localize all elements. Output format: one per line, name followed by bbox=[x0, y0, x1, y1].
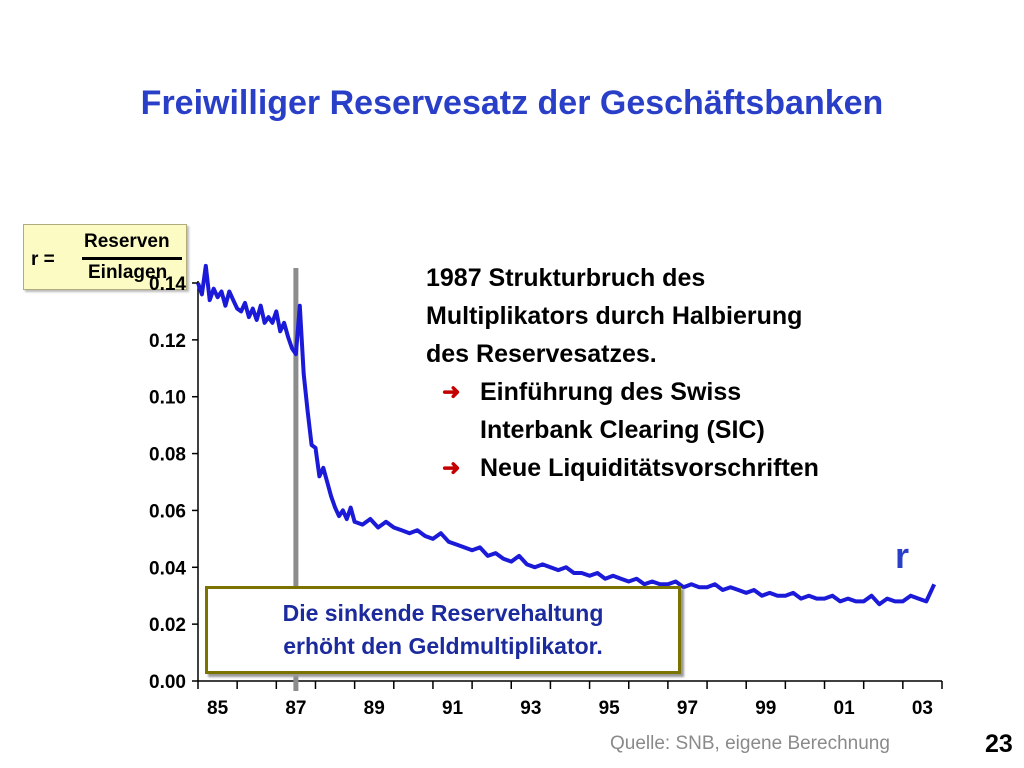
annotation-box: 1987 Strukturbruch des Multiplikators du… bbox=[414, 252, 944, 490]
y-tick-label: 0.02 bbox=[149, 615, 186, 636]
fraction-bar bbox=[82, 257, 182, 260]
bullet-2-line-1: Neue Liquiditätsvorschriften bbox=[480, 454, 819, 482]
arrow-bullet-icon: ➜ bbox=[442, 379, 461, 404]
formula-lhs: r = bbox=[31, 249, 55, 270]
x-tick-label: 85 bbox=[207, 698, 229, 719]
chart-axes bbox=[197, 281, 942, 682]
x-tick-label: 01 bbox=[834, 698, 856, 719]
y-tick-label: 0.08 bbox=[149, 445, 186, 466]
formula-denominator: Einlagen bbox=[88, 262, 168, 283]
bullet-1-line-2: Interbank Clearing (SIC) bbox=[480, 416, 765, 444]
x-tick-label: 03 bbox=[912, 698, 933, 719]
x-tick-label: 99 bbox=[755, 698, 776, 719]
y-tick-label: 0.00 bbox=[149, 672, 186, 693]
x-tick-label: 97 bbox=[677, 698, 698, 719]
series-r-line bbox=[196, 263, 937, 607]
source-note: Quelle: SNB, eigene Berechnung bbox=[610, 733, 890, 754]
x-tick-label: 95 bbox=[599, 698, 621, 719]
x-tick-label: 87 bbox=[285, 698, 306, 719]
callout-box: Die sinkende Reservehaltung erhöht den G… bbox=[205, 586, 681, 674]
x-tick-label: 93 bbox=[520, 698, 541, 719]
annotation-line-2: Multiplikators durch Halbierung bbox=[426, 302, 803, 330]
x-tick-label: 89 bbox=[364, 698, 385, 719]
y-tick-label: 0.10 bbox=[149, 388, 186, 409]
arrow-bullet-icon: ➜ bbox=[442, 455, 461, 480]
series-label: r bbox=[895, 535, 910, 576]
callout-line-2: erhöht den Geldmultiplikator. bbox=[283, 633, 603, 659]
y-tick-label: 0.06 bbox=[149, 501, 186, 522]
y-tick-label: 0.04 bbox=[149, 558, 186, 579]
callout-line-1: Die sinkende Reservehaltung bbox=[282, 600, 604, 626]
y-tick-label: 0.14 bbox=[149, 274, 186, 295]
formula-numerator: Reserven bbox=[84, 231, 170, 252]
annotation-line-1: 1987 Strukturbruch des bbox=[426, 264, 706, 292]
page-number: 23 bbox=[985, 730, 1013, 758]
slide-title: Freiwilliger Reservesatz der Geschäftsba… bbox=[140, 84, 884, 122]
bullet-1-line-1: Einführung des Swiss bbox=[480, 378, 742, 406]
annotation-line-3: des Reservesatzes. bbox=[426, 340, 657, 368]
y-tick-label: 0.12 bbox=[149, 331, 186, 352]
chart-ticks: 0.00 0.02 0.04 0.06 0.08 0.10 0.12 0.14 85 87 89 91… bbox=[149, 274, 943, 719]
reserve-ratio-formula: r = Reserven Einlagen bbox=[23, 224, 187, 290]
x-tick-label: 91 bbox=[442, 698, 464, 719]
